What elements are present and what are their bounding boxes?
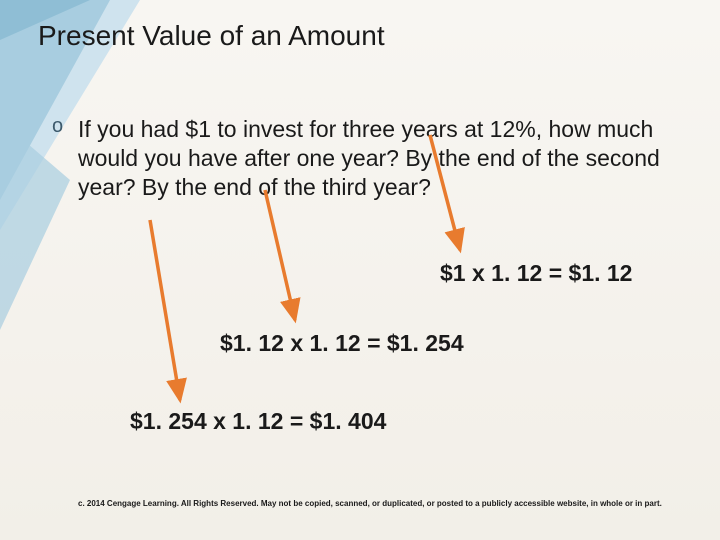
equation-3: $1. 254 x 1. 12 = $1. 404 — [130, 408, 386, 435]
equation-1: $1 x 1. 12 = $1. 12 — [440, 260, 632, 287]
copyright-footer: c. 2014 Cengage Learning. All Rights Res… — [78, 499, 662, 508]
bullet-marker: o — [52, 115, 63, 138]
equation-2: $1. 12 x 1. 12 = $1. 254 — [220, 330, 464, 357]
slide-title: Present Value of an Amount — [38, 20, 385, 52]
body-text: If you had $1 to invest for three years … — [78, 115, 678, 201]
